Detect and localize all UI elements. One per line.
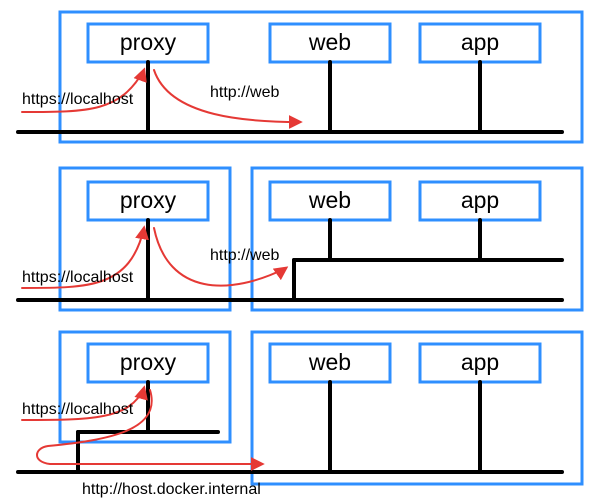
flow-arrow-head (142, 388, 144, 396)
diagram-canvas: proxy web app https://localhost http://web pr… (0, 0, 599, 500)
arrow-label: http://web (210, 247, 279, 264)
arrow-label: https://localhost (22, 269, 134, 286)
arrow-label: https://localhost (22, 91, 134, 108)
flow-arrow-head (141, 70, 144, 78)
node-label: web (308, 349, 351, 375)
node-label: proxy (120, 349, 177, 375)
flow-arrow-head (143, 228, 144, 236)
node-label: proxy (120, 29, 177, 55)
node-label: web (308, 29, 351, 55)
node-label: app (461, 29, 499, 55)
arrow-label: http://web (210, 84, 279, 101)
node-label: web (308, 187, 351, 213)
node-label: app (461, 187, 499, 213)
arrow-label: http://host.docker.internal (82, 481, 261, 498)
node-label: proxy (120, 187, 177, 213)
arrow-label: https://localhost (22, 401, 134, 418)
node-label: app (461, 349, 499, 375)
